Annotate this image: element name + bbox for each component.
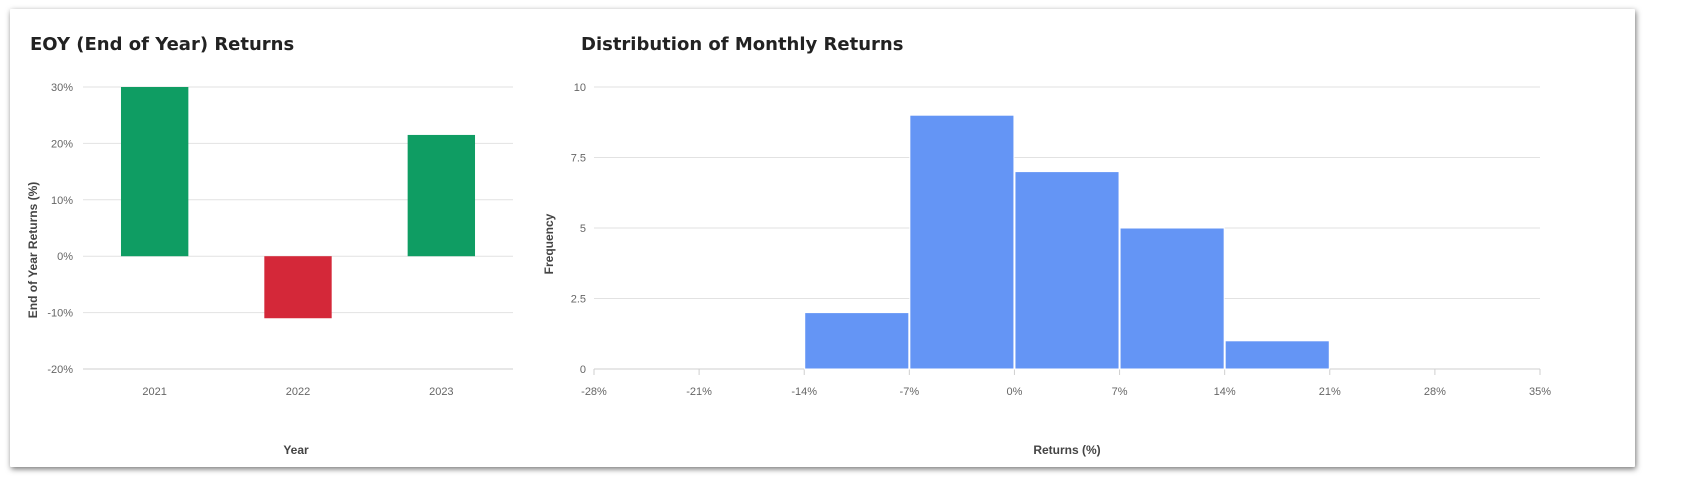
distribution-bar — [804, 312, 910, 370]
eoy-y-tick-label: 20% — [51, 138, 73, 150]
distribution-x-tick-label: 21% — [1319, 386, 1341, 398]
eoy-bar — [407, 134, 476, 257]
eoy-y-tick-label: -10% — [47, 308, 73, 320]
eoy-y-tick-label: 30% — [51, 82, 73, 94]
monthly-distribution-title: Distribution of Monthly Returns — [581, 34, 904, 55]
eoy-y-axis-title: End of Year Returns (%) — [26, 182, 40, 318]
eoy-y-tick-label: 10% — [51, 195, 73, 207]
distribution-bar — [1224, 340, 1330, 370]
distribution-bar — [1014, 171, 1120, 370]
eoy-bars — [120, 87, 476, 319]
distribution-x-tick-label: -21% — [686, 386, 712, 398]
distribution-x-tick-label: 0% — [1006, 386, 1022, 398]
distribution-x-tick-label: 28% — [1424, 386, 1446, 398]
distribution-y-tick-label: 7.5 — [571, 153, 586, 165]
eoy-y-tick-label: 0% — [57, 251, 73, 263]
distribution-y-tick-label: 5 — [580, 223, 586, 235]
distribution-x-tick-label: -28% — [581, 386, 607, 398]
distribution-bars — [804, 114, 1330, 370]
distribution-x-tick-label: 35% — [1529, 386, 1551, 398]
chart-card: EOY (End of Year) Returns Distribution o… — [10, 9, 1635, 467]
eoy-x-axis-title: Year — [283, 443, 309, 457]
distribution-y-tick-label: 2.5 — [571, 294, 586, 306]
distribution-y-axis-title: Frequency — [542, 213, 556, 274]
distribution-x-tick-label: 7% — [1112, 386, 1128, 398]
eoy-x-tick-label: 2022 — [286, 386, 310, 398]
distribution-y-tick-label: 10 — [574, 82, 586, 94]
eoy-x-tick-label: 2021 — [142, 386, 166, 398]
eoy-y-tick-label: -20% — [47, 364, 73, 376]
distribution-y-tick-label: 0 — [580, 364, 586, 376]
eoy-bar — [120, 87, 189, 257]
distribution-y-tick-labels: 10 7.5 5 2.5 0 — [571, 82, 586, 376]
distribution-x-tick-label: 14% — [1214, 386, 1236, 398]
eoy-x-tick-labels: 2021 2022 2023 — [142, 386, 453, 398]
distribution-bar — [1119, 227, 1225, 370]
distribution-x-axis-title: Returns (%) — [1033, 443, 1100, 457]
distribution-x-tick-labels: -28% -21% -14% -7% 0% 7% 14% 21% 28% 35% — [581, 386, 1551, 398]
eoy-x-tick-label: 2023 — [429, 386, 453, 398]
eoy-returns-chart: 30% 20% 10% 0% -10% -20% 2021 2022 2023 Year En… — [26, 82, 513, 457]
distribution-x-tick-label: -14% — [791, 386, 817, 398]
eoy-y-tick-labels: 30% 20% 10% 0% -10% -20% — [47, 82, 73, 376]
distribution-x-tick-label: -7% — [900, 386, 920, 398]
eoy-bar — [264, 256, 332, 319]
monthly-distribution-chart: 10 7.5 5 2.5 0 -28% -21% -14% -7% 0% 7% 14% 21% 28% 3… — [542, 82, 1551, 457]
distribution-bar — [909, 114, 1015, 370]
eoy-returns-title: EOY (End of Year) Returns — [30, 34, 295, 55]
